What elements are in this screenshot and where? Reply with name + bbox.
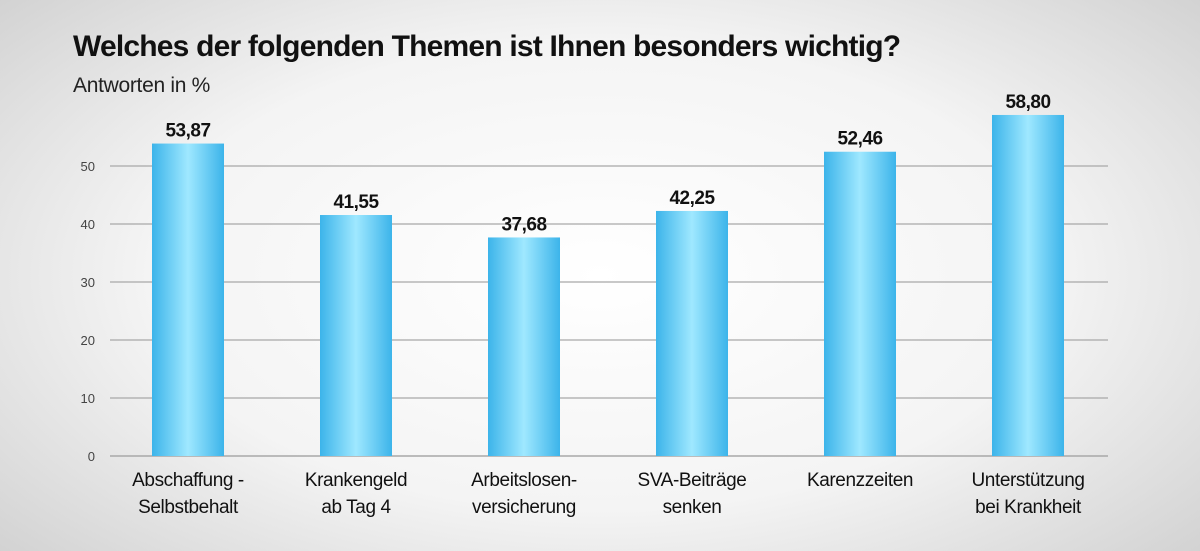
- category-label-3-line-1: Arbeitslosen-: [471, 470, 577, 491]
- y-tick-label-40: 40: [81, 217, 95, 232]
- category-label-6-line-2: bei Krankheit: [975, 497, 1082, 518]
- category-label-1-line-2: Selbstbehalt: [138, 497, 239, 518]
- value-label-5: 52,46: [837, 129, 882, 150]
- category-label-6-line-1: Unterstützung: [971, 470, 1084, 491]
- y-tick-label-0: 0: [88, 449, 95, 464]
- y-tick-label-50: 50: [81, 159, 95, 174]
- category-label-2-line-2: ab Tag 4: [321, 497, 391, 518]
- category-label-3-line-2: versicherung: [472, 497, 576, 518]
- y-tick-label-10: 10: [81, 391, 95, 406]
- category-label-4-line-1: SVA-Beiträge: [638, 470, 747, 491]
- category-label-1-line-1: Abschaffung -: [132, 470, 244, 491]
- category-label-5-line-1: Karenzzeiten: [807, 470, 913, 491]
- category-label-4-line-2: senken: [663, 497, 722, 518]
- bar-6: [992, 114, 1064, 457]
- bar-3: [488, 237, 560, 456]
- value-label-1: 53,87: [165, 121, 210, 142]
- bar-5: [824, 151, 896, 456]
- chart-title: Welches der folgenden Themen ist Ihnen b…: [73, 30, 901, 63]
- bar-4: [656, 210, 728, 456]
- value-label-6: 58,80: [1005, 92, 1050, 113]
- bar-2: [320, 215, 392, 456]
- y-tick-label-20: 20: [81, 333, 95, 348]
- y-tick-label-30: 30: [81, 275, 95, 290]
- value-label-4: 42,25: [669, 188, 715, 209]
- category-label-2-line-1: Krankengeld: [305, 470, 407, 491]
- value-label-2: 41,55: [333, 192, 379, 213]
- chart-subtitle: Antworten in %: [73, 74, 211, 97]
- bar-1: [152, 143, 224, 456]
- value-label-3: 37,68: [501, 214, 546, 235]
